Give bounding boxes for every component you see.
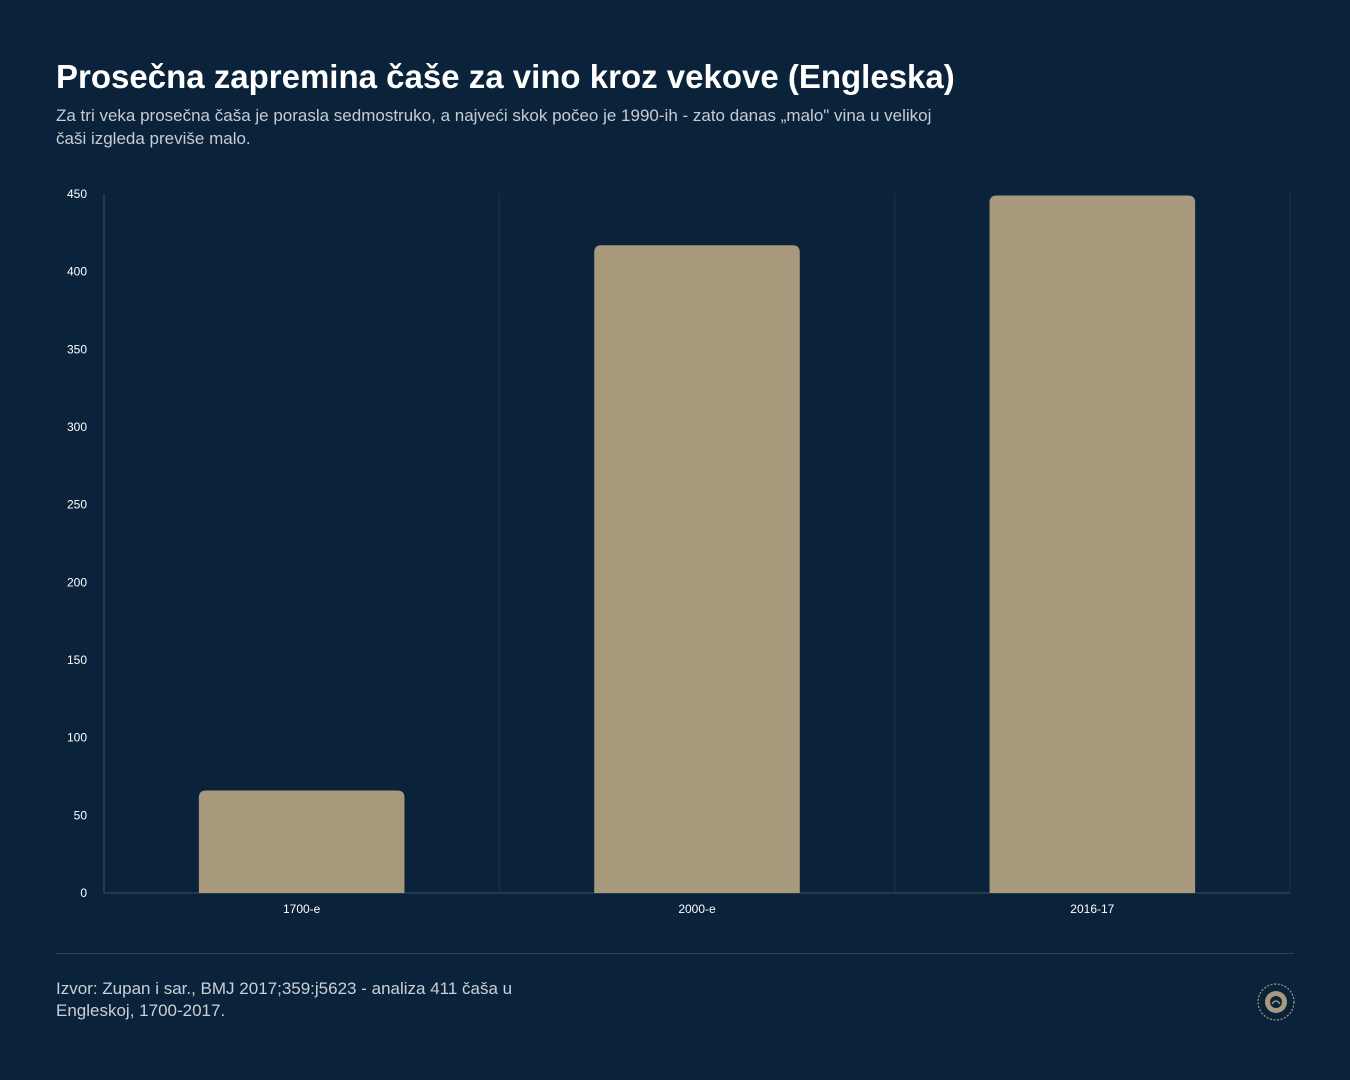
bar-2016-17: [989, 195, 1196, 893]
y-tick-label: 400: [67, 265, 87, 279]
chart-subtitle: Za tri veka prosečna čaša je porasla sed…: [56, 106, 932, 148]
footer-divider: [56, 953, 1294, 954]
y-tick-label: 100: [67, 731, 87, 745]
y-tick-label: 200: [67, 575, 87, 589]
y-tick-label: 0: [80, 886, 87, 900]
x-tick-label: 1700-e: [283, 902, 321, 916]
y-tick-label: 450: [67, 187, 87, 201]
bar-chart: 0 50 100 150 200 250 300 350 400 450 1700-e 2000-e 2…: [67, 187, 1291, 916]
x-tick-label: 2016-17: [1070, 902, 1114, 916]
chart-title: Prosečna zapremina čaše za vino kroz vek…: [56, 58, 955, 95]
bar-1700-e: [198, 790, 405, 893]
y-tick-label: 350: [67, 342, 87, 356]
brand-logo-icon: [1257, 983, 1295, 1021]
y-tick-label: 50: [74, 808, 88, 822]
x-tick-label: 2000-e: [678, 902, 716, 916]
y-tick-label: 150: [67, 653, 87, 667]
bar-2000-e: [594, 245, 800, 893]
source-note: Izvor: Zupan i sar., BMJ 2017;359:j5623 …: [56, 979, 513, 1020]
y-tick-label: 300: [67, 420, 87, 434]
y-tick-label: 250: [67, 498, 87, 512]
